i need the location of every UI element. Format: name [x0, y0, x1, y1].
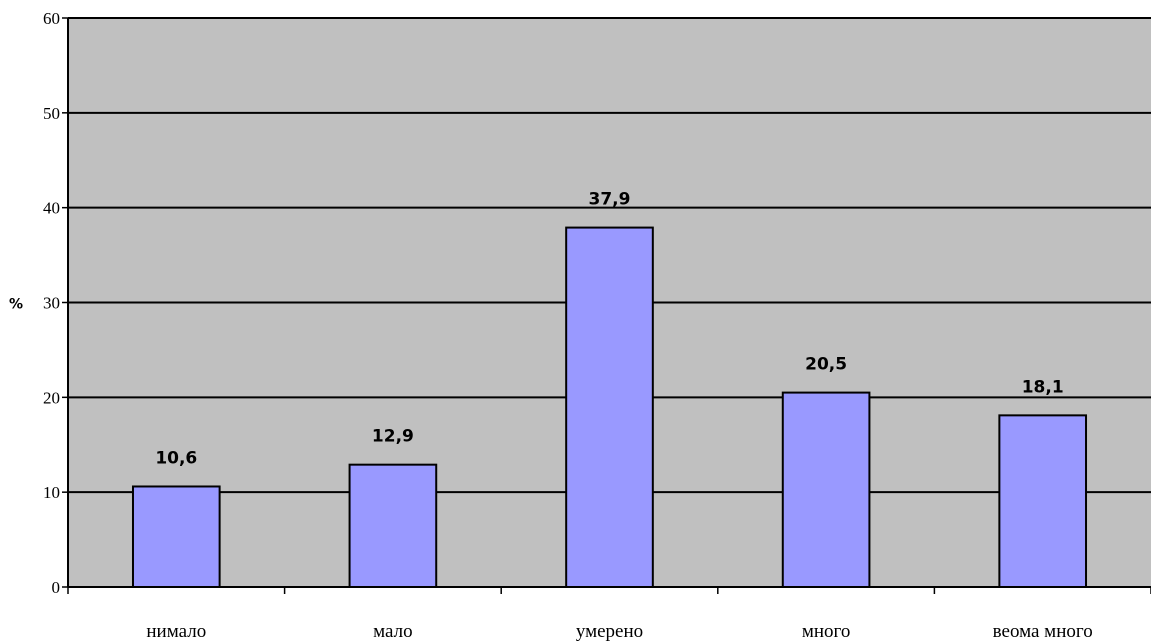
- x-tick-label: мало: [373, 621, 412, 641]
- data-label: 12,9: [372, 427, 414, 447]
- data-labels: 10,6 12,9 37,9 20,5 18,1: [155, 190, 1063, 469]
- data-label: 20,5: [805, 355, 847, 375]
- data-label: 10,6: [155, 448, 197, 468]
- y-tick-label: 30: [43, 294, 60, 313]
- axes: 0 10 20 30 40 50 60 нимало мало умерено много веома…: [43, 9, 1151, 641]
- y-tick-label: 10: [43, 483, 60, 502]
- x-tick-label: много: [802, 621, 851, 641]
- data-label: 18,1: [1022, 377, 1064, 397]
- y-tick-label: 20: [43, 388, 60, 407]
- bar: [781, 391, 871, 589]
- bar: [998, 414, 1088, 588]
- x-tick-label: веома много: [993, 621, 1093, 641]
- y-tick-label: 0: [52, 578, 61, 597]
- y-tick-label: 50: [43, 104, 60, 123]
- x-tick-label: нимало: [146, 621, 206, 641]
- y-tick-label: 60: [43, 9, 60, 28]
- bars: [131, 226, 1088, 589]
- y-axis-label: %: [9, 297, 23, 313]
- y-tick-label: 40: [43, 199, 60, 218]
- bar: [131, 485, 221, 588]
- data-label: 37,9: [589, 190, 631, 210]
- bar: [565, 226, 654, 588]
- x-tick-label: умерено: [576, 621, 643, 641]
- bar: [348, 463, 438, 589]
